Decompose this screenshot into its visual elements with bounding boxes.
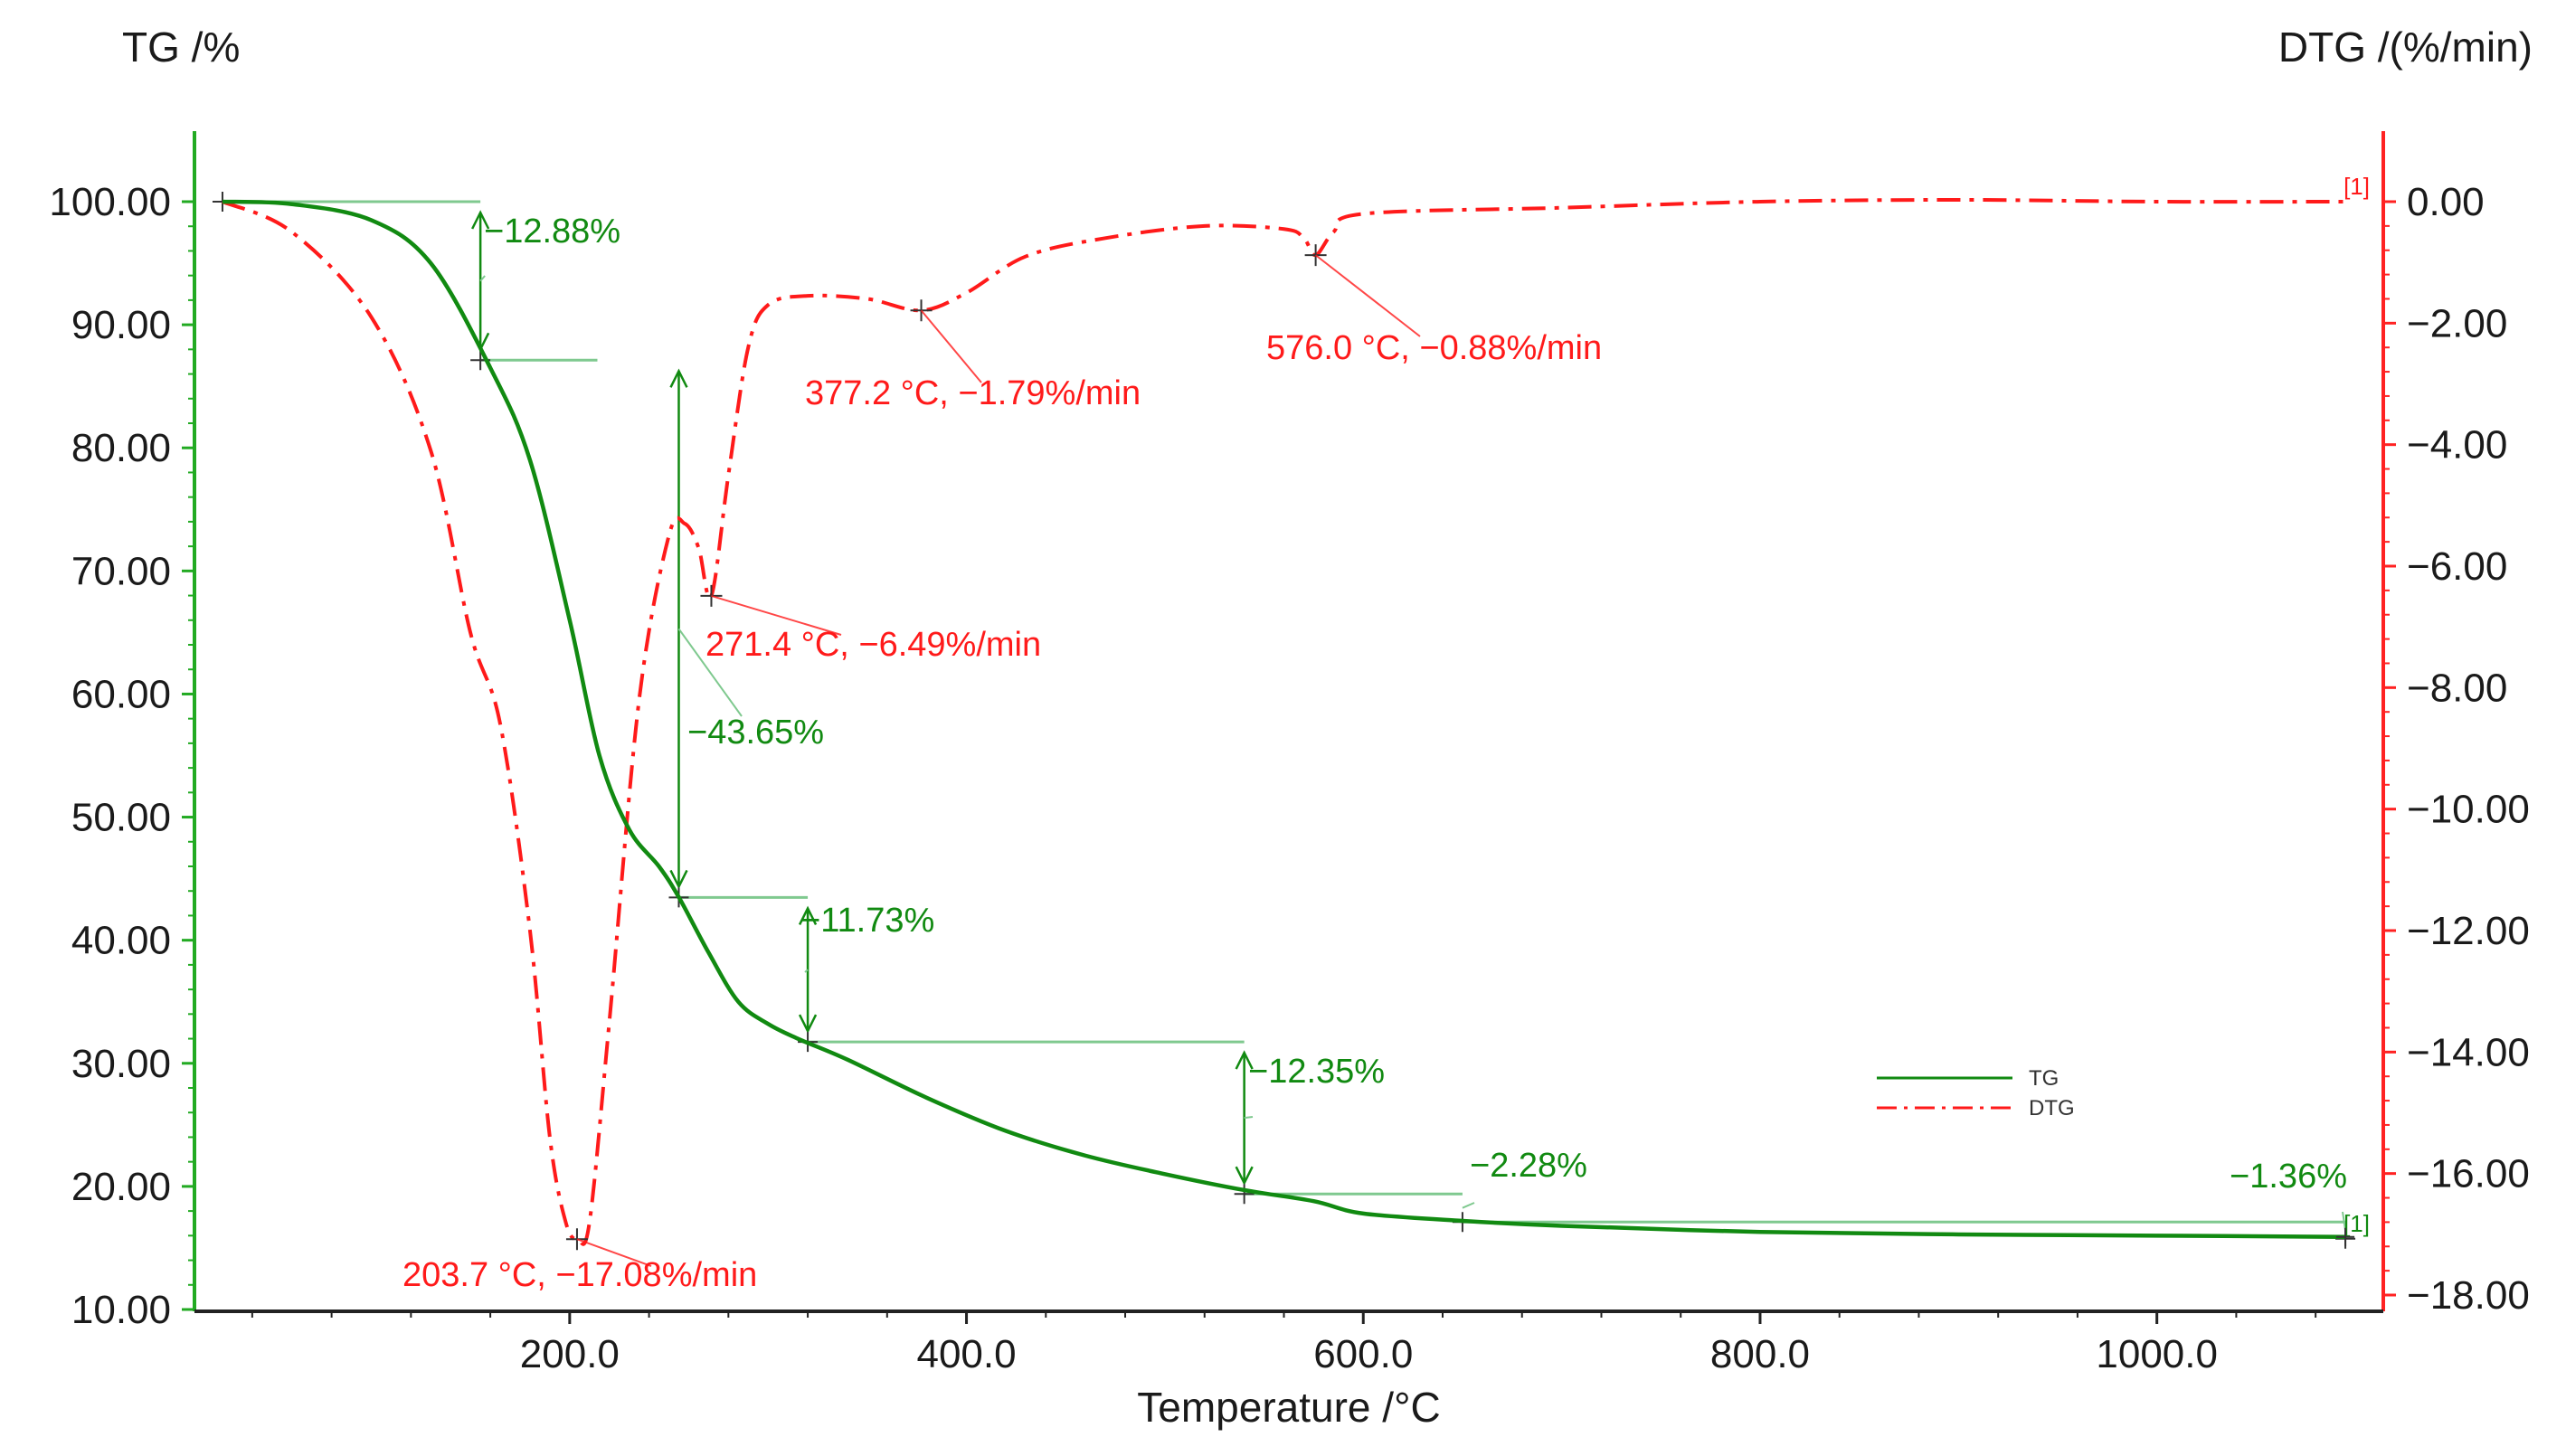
y-right-tick-label: −8.00 [2407, 666, 2507, 710]
x-tick-label: 800.0 [1710, 1332, 1810, 1376]
y-left-tick-label: 90.00 [71, 303, 171, 347]
y-left-tick-label: 10.00 [71, 1288, 171, 1332]
y-right-tick-label: −18.00 [2407, 1273, 2530, 1318]
step-arrowhead-top [798, 905, 818, 925]
y-right-tick-label: −12.00 [2407, 909, 2530, 953]
x-tick-label: 1000.0 [2096, 1332, 2218, 1376]
y-left-tick-label: 80.00 [71, 426, 171, 470]
step-label: −43.65% [687, 714, 824, 752]
dtg-peak-leader [711, 594, 842, 636]
dtg-peak-leader [576, 1238, 652, 1267]
y-left-tick-label: 30.00 [71, 1042, 171, 1086]
tg-step-marker [1234, 1184, 1255, 1205]
dtg-peak-leader [920, 309, 982, 383]
dtg-peak-label: 271.4 °C, −6.49%/min [705, 626, 1041, 664]
step-label: −12.88% [484, 213, 620, 251]
step-leader-line [804, 969, 809, 973]
y-right-tick-label: −4.00 [2407, 423, 2507, 468]
y-axis-right-title: DTG /(%/min) [2278, 24, 2533, 71]
step-label: −12.35% [1248, 1053, 1385, 1091]
dtg-peak-label: 377.2 °C, −1.79%/min [805, 374, 1141, 412]
step-arrowhead-top [471, 210, 490, 230]
step-arrowhead-top [669, 368, 688, 388]
y-right-tick-label: 0.00 [2407, 180, 2485, 224]
dtg-peak-leader [1314, 254, 1421, 337]
y-axis-left-title: TG /% [122, 24, 240, 71]
step-leader-line [479, 275, 486, 282]
y-left-tick-label: 20.00 [71, 1165, 171, 1209]
tg-series-line [222, 199, 2346, 1239]
y-left-tick-label: 60.00 [71, 672, 171, 716]
step-leader-line [1462, 1202, 1475, 1209]
step-arrowhead-top [1235, 1050, 1254, 1070]
y-right-tick-label: −2.00 [2407, 301, 2507, 345]
step-label: −2.28% [1470, 1147, 1587, 1185]
step-leader-line [2342, 1211, 2347, 1231]
y-right-tick-label: −14.00 [2407, 1030, 2530, 1074]
y-left-tick-label: 40.00 [71, 919, 171, 963]
dtg-peak-label: 576.0 °C, −0.88%/min [1266, 329, 1602, 367]
y-left-tick-label: 70.00 [71, 549, 171, 593]
step-label: −11.73% [800, 902, 934, 940]
step-leader-line [677, 628, 743, 717]
x-tick-label: 200.0 [520, 1332, 620, 1376]
step-arrowhead-bottom [798, 1014, 818, 1034]
y-left-tick-label: 50.00 [71, 796, 171, 840]
dtg-series-line [222, 197, 2346, 1246]
step-label: −1.36% [2230, 1158, 2347, 1196]
x-tick-label: 400.0 [916, 1332, 1016, 1376]
x-tick-label: 600.0 [1313, 1332, 1413, 1376]
y-right-tick-label: −10.00 [2407, 788, 2530, 832]
dtg-peak-marker [1304, 244, 1327, 267]
y-right-tick-label: −6.00 [2407, 544, 2507, 589]
step-arrowhead-bottom [1235, 1166, 1254, 1186]
tg-end-cross [2336, 1227, 2355, 1246]
x-axis-title: Temperature /°C [1137, 1384, 1440, 1431]
y-right-tick-label: −16.00 [2407, 1152, 2530, 1196]
legend-tg-label: TG [2029, 1066, 2059, 1091]
y-left-tick-label: 100.00 [49, 180, 171, 224]
step-leader-line [1244, 1116, 1254, 1120]
dtg-end-marker: [1] [2343, 173, 2370, 200]
dtg-peak-label: 203.7 °C, −17.08%/min [402, 1256, 757, 1294]
step-arrowhead-bottom [669, 869, 688, 890]
tg-end-marker: [1] [2343, 1210, 2370, 1237]
legend-dtg-label: DTG [2029, 1096, 2075, 1120]
